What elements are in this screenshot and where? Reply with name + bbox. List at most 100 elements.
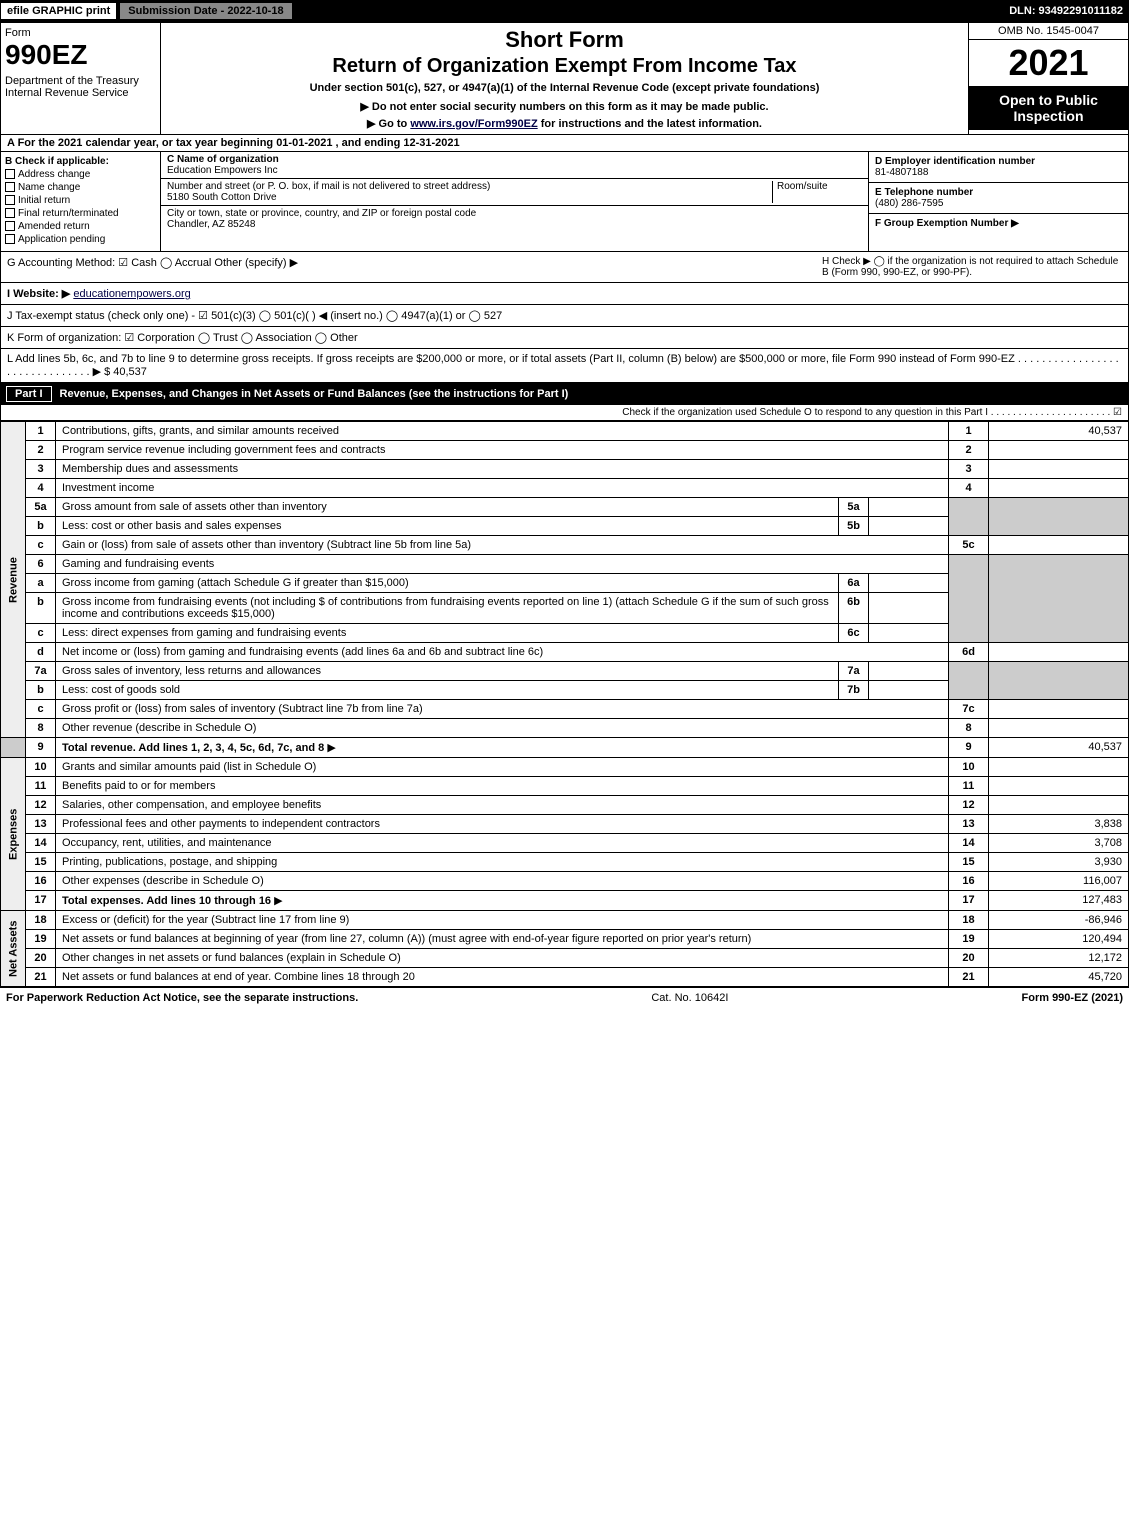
line-6-desc: Gaming and fundraising events [56,555,949,574]
line-16-desc: Other expenses (describe in Schedule O) [56,872,949,891]
line-6d-desc: Net income or (loss) from gaming and fun… [56,643,949,662]
line-10-amt [989,758,1129,777]
addr-label: Number and street (or P. O. box, if mail… [167,181,490,192]
line-15-amt: 3,930 [989,853,1129,872]
line-5a-desc: Gross amount from sale of assets other t… [56,498,839,517]
part-i-header: Part I Revenue, Expenses, and Changes in… [0,383,1129,405]
line-14-desc: Occupancy, rent, utilities, and maintena… [56,834,949,853]
line-13-amt: 3,838 [989,815,1129,834]
row-k-form-org: K Form of organization: ☑ Corporation ◯ … [0,327,1129,349]
check-initial-return[interactable]: Initial return [5,195,156,206]
line-3-desc: Membership dues and assessments [56,460,949,479]
form-subtitle-3: ▶ Go to www.irs.gov/Form990EZ for instru… [165,117,964,130]
line-18-amt: -86,946 [989,911,1129,930]
header-middle: Short Form Return of Organization Exempt… [161,23,968,134]
phone-value: (480) 286-7595 [875,198,943,209]
form-label: Form [5,27,156,39]
efile-print-label[interactable]: efile GRAPHIC print [0,2,117,20]
row-a-tax-year: A For the 2021 calendar year, or tax yea… [0,135,1129,152]
check-amended-return[interactable]: Amended return [5,221,156,232]
line-7a-val [869,662,949,681]
line-7c-desc: Gross profit or (loss) from sales of inv… [56,700,949,719]
line-17-amt: 127,483 [989,891,1129,911]
header-right: OMB No. 1545-0047 2021 Open to Public In… [968,23,1128,134]
line-19-desc: Net assets or fund balances at beginning… [56,930,949,949]
line-7c-amt [989,700,1129,719]
line-9-amt: 40,537 [989,738,1129,758]
line-16-n: 16 [949,872,989,891]
submission-date: Submission Date - 2022-10-18 [119,2,292,20]
line-1-desc: Contributions, gifts, grants, and simila… [56,422,949,441]
line-8-n: 8 [949,719,989,738]
line-15-desc: Printing, publications, postage, and shi… [56,853,949,872]
line-3-n: 3 [949,460,989,479]
line-1-n: 1 [949,422,989,441]
line-7b-desc: Less: cost of goods sold [56,681,839,700]
col-d-e-f: D Employer identification number 81-4807… [868,152,1128,251]
netassets-vert-label: Net Assets [1,911,26,987]
check-address-change[interactable]: Address change [5,169,156,180]
line-11-n: 11 [949,777,989,796]
line-16-amt: 116,007 [989,872,1129,891]
row-l-gross-receipts: L Add lines 5b, 6c, and 7b to line 9 to … [0,349,1129,383]
group-exemption-label: F Group Exemption Number ▶ [875,218,1019,229]
check-application-pending[interactable]: Application pending [5,234,156,245]
line-7b-s: 7b [839,681,869,700]
open-inspection-label: Open to Public Inspection [969,86,1128,130]
revenue-vert-label: Revenue [1,422,26,738]
line-14-n: 14 [949,834,989,853]
part-i-title: Revenue, Expenses, and Changes in Net As… [60,388,569,400]
phone-label: E Telephone number [875,187,973,198]
irs-link[interactable]: www.irs.gov/Form990EZ [410,118,537,130]
line-6d-amt [989,643,1129,662]
line-4-desc: Investment income [56,479,949,498]
line-7c-n: 7c [949,700,989,719]
ein-label: D Employer identification number [875,156,1035,167]
form-number: 990EZ [5,39,156,71]
line-12-amt [989,796,1129,815]
page-footer: For Paperwork Reduction Act Notice, see … [0,987,1129,1008]
line-2-amt [989,441,1129,460]
section-b-c: B Check if applicable: Address change Na… [0,152,1129,252]
top-bar: efile GRAPHIC print Submission Date - 20… [0,0,1129,22]
line-6c-desc: Less: direct expenses from gaming and fu… [56,624,839,643]
line-18-n: 18 [949,911,989,930]
website-link[interactable]: educationempowers.org [73,288,190,300]
line-5b-desc: Less: cost or other basis and sales expe… [56,517,839,536]
lines-table: Revenue 1Contributions, gifts, grants, a… [0,421,1129,987]
line-9-desc: Total revenue. Add lines 1, 2, 3, 4, 5c,… [56,738,949,758]
row-j-tax-exempt: J Tax-exempt status (check only one) - ☑… [0,305,1129,327]
line-4-amt [989,479,1129,498]
line-21-amt: 45,720 [989,968,1129,987]
line-5a-s: 5a [839,498,869,517]
col-b-checks: B Check if applicable: Address change Na… [1,152,161,251]
footer-right: Form 990-EZ (2021) [1022,992,1124,1004]
line-6b-s: 6b [839,593,869,624]
line-6c-val [869,624,949,643]
line-20-amt: 12,172 [989,949,1129,968]
line-5b-s: 5b [839,517,869,536]
accounting-method: G Accounting Method: ☑ Cash ◯ Accrual Ot… [7,256,822,278]
omb-number: OMB No. 1545-0047 [969,23,1128,40]
short-form-label: Short Form [165,27,964,53]
line-20-n: 20 [949,949,989,968]
line-6d-n: 6d [949,643,989,662]
line-3-amt [989,460,1129,479]
line-17-desc: Total expenses. Add lines 10 through 16 … [56,891,949,911]
line-10-n: 10 [949,758,989,777]
footer-left: For Paperwork Reduction Act Notice, see … [6,992,358,1004]
line-6b-val [869,593,949,624]
line-8-desc: Other revenue (describe in Schedule O) [56,719,949,738]
org-address: 5180 South Cotton Drive [167,192,277,203]
line-2-n: 2 [949,441,989,460]
org-name-label: C Name of organization [167,154,279,165]
line-6a-val [869,574,949,593]
check-final-return[interactable]: Final return/terminated [5,208,156,219]
line-15-n: 15 [949,853,989,872]
line-20-desc: Other changes in net assets or fund bala… [56,949,949,968]
check-name-change[interactable]: Name change [5,182,156,193]
org-city: Chandler, AZ 85248 [167,219,255,230]
line-1-amt: 40,537 [989,422,1129,441]
ein-value: 81-4807188 [875,167,928,178]
col-c-org-info: C Name of organization Education Empower… [161,152,868,251]
